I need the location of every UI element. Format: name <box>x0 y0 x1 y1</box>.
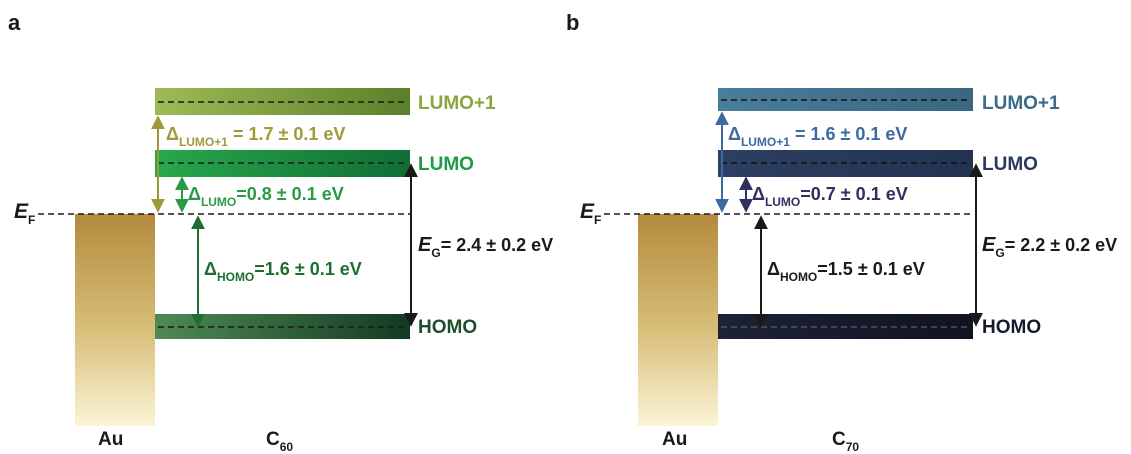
panel-a-letter: a <box>8 10 21 35</box>
delta-lumo1-label-b: ΔLUMO+1 = 1.6 ± 0.1 eV <box>728 124 907 149</box>
delta-lumo-label-b: ΔLUMO=0.7 ± 0.1 eV <box>752 184 908 209</box>
gap-label-b: EG= 2.2 ± 0.2 eV <box>982 234 1117 260</box>
au-block-a <box>75 214 155 426</box>
delta-homo-label-a: ΔHOMO=1.6 ± 0.1 eV <box>204 259 362 284</box>
lumo1-label-b: LUMO+1 <box>982 93 1060 114</box>
lumo-label-b: LUMO <box>982 154 1038 175</box>
fermi-label-b: EF <box>580 200 601 227</box>
panel-b-letter: b <box>566 10 579 35</box>
au-label-b: Au <box>662 429 687 450</box>
lumo-label-a: LUMO <box>418 154 474 175</box>
panel-a: a Au EF LUMO+1 LUMO HOMO ΔLUMO+1 = 1.7 ±… <box>8 10 553 454</box>
gap-label-a: EG= 2.4 ± 0.2 eV <box>418 234 553 260</box>
au-block-b <box>638 214 718 426</box>
fermi-label-a: EF <box>14 200 35 227</box>
delta-homo-label-b: ΔHOMO=1.5 ± 0.1 eV <box>767 259 925 284</box>
panel-b: b Au EF LUMO+1 LUMO HOMO ΔLUMO+1 = 1.6 ±… <box>566 10 1117 454</box>
molecule-label-a: C60 <box>266 429 293 454</box>
delta-lumo-label-a: ΔLUMO=0.8 ± 0.1 eV <box>188 184 344 209</box>
homo-label-b: HOMO <box>982 317 1041 338</box>
homo-label-a: HOMO <box>418 317 477 338</box>
molecule-label-b: C70 <box>832 429 859 454</box>
lumo1-label-a: LUMO+1 <box>418 93 496 114</box>
delta-lumo1-label-a: ΔLUMO+1 = 1.7 ± 0.1 eV <box>166 124 345 149</box>
au-label-a: Au <box>98 429 123 450</box>
